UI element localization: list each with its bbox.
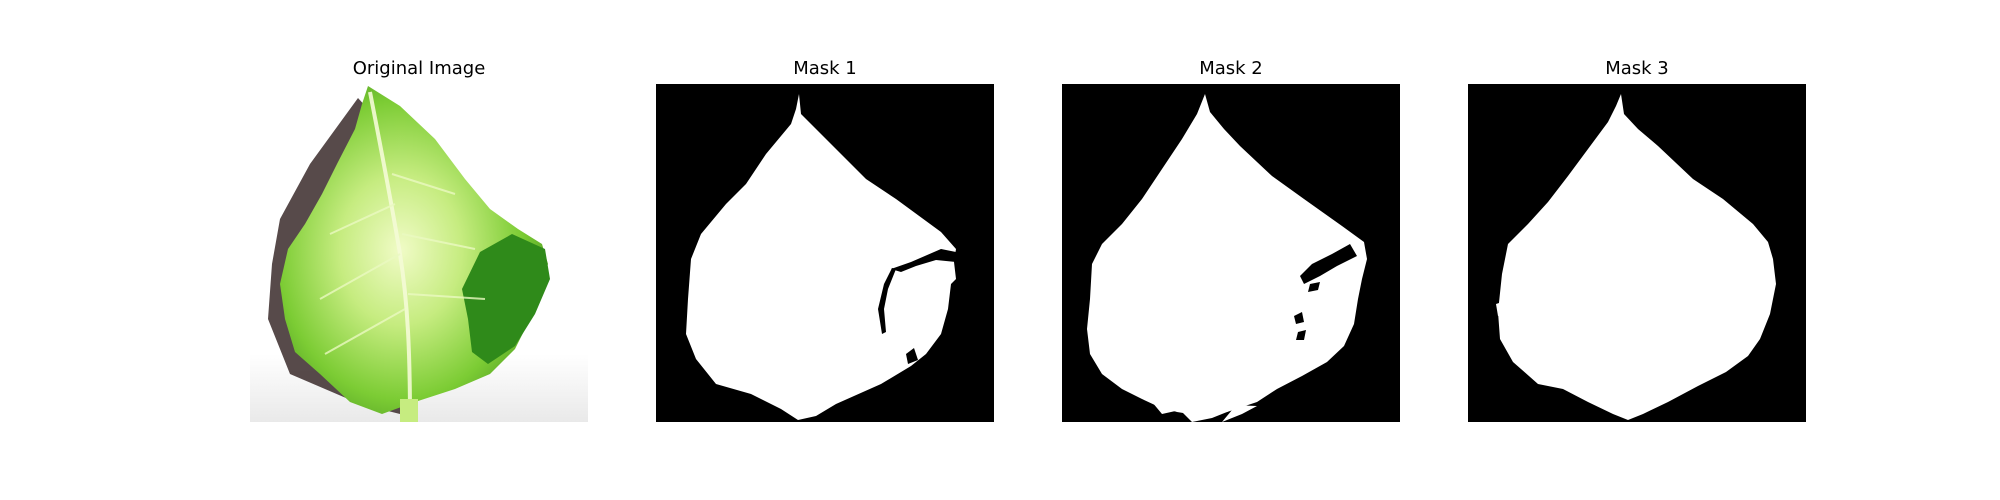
mask-2-hole-3 [1294, 312, 1304, 324]
mask-3-leaf-region [1498, 94, 1776, 420]
mask-3-svg [1468, 84, 1806, 422]
mask-2-hole-2 [1308, 282, 1320, 292]
leaf-stem [400, 399, 418, 422]
leaf-veins [319, 173, 486, 355]
leaf-fold [462, 234, 550, 364]
mask-2-title: Mask 2 [1199, 58, 1263, 79]
mask-1-svg [656, 84, 994, 422]
mask-1-image [656, 84, 994, 422]
mask-1-leaf-region [686, 94, 956, 420]
mask-1-gap-2 [878, 268, 896, 334]
leaf-photo [250, 84, 588, 422]
mask-1-title: Mask 1 [793, 58, 857, 79]
mask-3-speck [1496, 302, 1504, 316]
mask-1-speck [906, 348, 918, 364]
mask-2-ragged-edge [1152, 402, 1257, 422]
original-image-title: Original Image [352, 58, 486, 79]
mask-1-gap [891, 249, 956, 272]
mask-3-title: Mask 3 [1605, 58, 1669, 79]
mask-2-hole [1300, 244, 1357, 284]
mask-3-image [1468, 84, 1806, 422]
mask-2-image [1062, 84, 1400, 422]
mask-2-svg [1062, 84, 1400, 422]
mask-2-leaf-region [1087, 94, 1367, 416]
original-leaf-image [250, 84, 588, 422]
mask-2-hole-4 [1296, 330, 1306, 340]
